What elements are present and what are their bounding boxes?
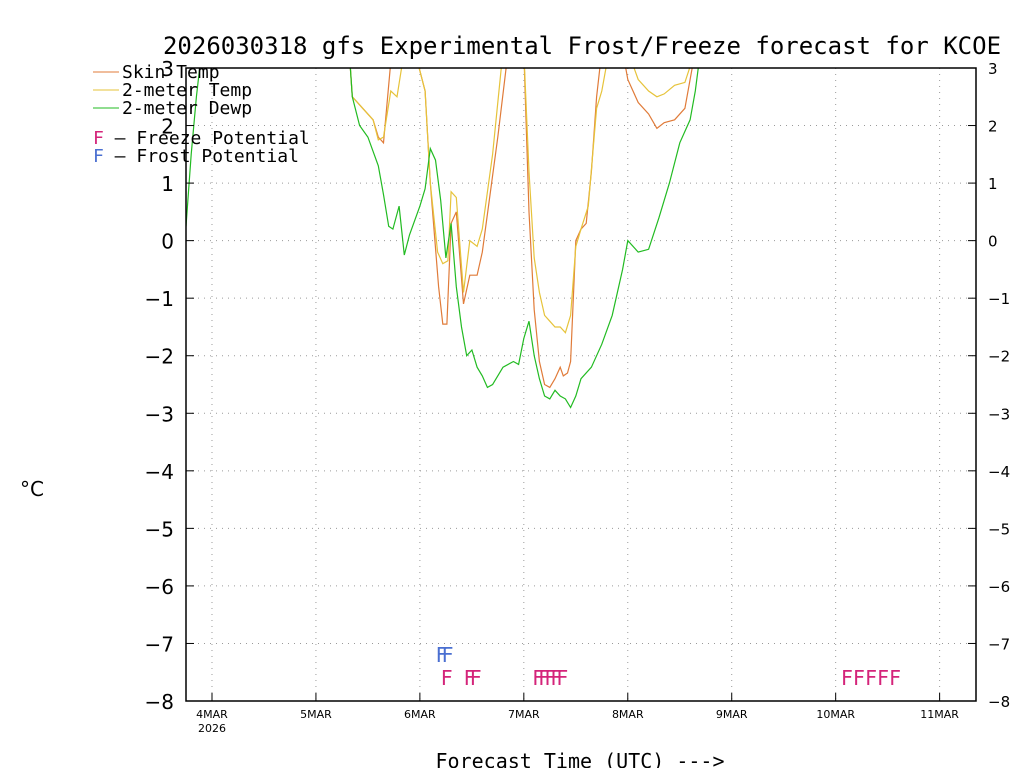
y-tick-label-right: 0 xyxy=(988,233,998,251)
potential-marks: FFF FF FFFFF FFFFF xyxy=(435,643,901,690)
y-tick-label-right: −6 xyxy=(988,578,1010,596)
y-tick-label-right: 3 xyxy=(988,60,998,78)
series-line-2-meter-dewp xyxy=(186,68,699,409)
x-tick-label: 4MAR xyxy=(196,708,228,721)
y-tick-label-left: −7 xyxy=(145,632,174,656)
y-tick-label-right: −8 xyxy=(988,693,1010,711)
chart-title: 2026030318 gfs Experimental Frost/Freeze… xyxy=(163,32,1001,60)
x-tick-sublabel: 2026 xyxy=(198,722,226,735)
plot-frame xyxy=(185,67,977,702)
frost-potential-marks: FF xyxy=(435,643,452,667)
y-tick-label-left: 2 xyxy=(161,115,174,139)
axes: −8 −8 −7 −7 −6 −6 −5 −5 −4 −4 −3 −3 −2 −2 −1 −1 0 0 1 1 2 2 3 3… xyxy=(145,57,1011,735)
y-tick-label-left: −2 xyxy=(145,345,174,369)
freeze-potential-marks: FFFFF xyxy=(841,666,901,690)
potential-legend-entry: F – Freeze Potential xyxy=(93,128,310,149)
potential-legend-text: – Freeze Potential xyxy=(104,128,310,149)
y-tick-label-left: −1 xyxy=(145,287,174,311)
y-tick-label-right: −2 xyxy=(988,348,1010,366)
y-tick-label-left: −5 xyxy=(145,517,174,541)
y-tick-label-left: −6 xyxy=(145,575,174,599)
potential-legend-text: – Frost Potential xyxy=(104,146,299,167)
y-tick-label-left: −8 xyxy=(145,690,174,714)
legend-label: 2-meter Dewp xyxy=(122,98,252,119)
x-tick-label: 11MAR xyxy=(920,708,959,721)
y-tick-label-right: −1 xyxy=(988,290,1010,308)
x-tick-label: 6MAR xyxy=(404,708,436,721)
legend-label: Skin Temp xyxy=(122,62,220,83)
potential-legend-entry: F – Frost Potential xyxy=(93,146,299,167)
y-tick-label-right: −3 xyxy=(988,405,1010,423)
y-tick-label-left: 0 xyxy=(161,230,174,254)
freeze-potential-marks: F xyxy=(441,666,452,690)
series-line-skin-temp xyxy=(349,68,693,389)
y-tick-label-right: −4 xyxy=(988,463,1010,481)
grid xyxy=(186,67,976,702)
y-axis-label: °C xyxy=(20,477,44,501)
freeze-potential-marks: FFFFF xyxy=(532,666,567,690)
x-tick-label: 5MAR xyxy=(300,708,332,721)
x-axis-label: Forecast Time (UTC) ---> xyxy=(436,749,725,768)
legend-label: 2-meter Temp xyxy=(122,80,252,101)
potential-legend-letter: F xyxy=(93,146,104,167)
freeze-potential-marks: FF xyxy=(464,666,481,690)
y-tick-label-right: 2 xyxy=(988,118,998,136)
y-tick-label-right: 1 xyxy=(988,175,998,193)
y-tick-label-left: 3 xyxy=(161,57,174,81)
x-tick-label: 8MAR xyxy=(612,708,644,721)
y-tick-label-right: −7 xyxy=(988,635,1010,653)
x-tick-label: 7MAR xyxy=(508,708,540,721)
series-group xyxy=(186,68,699,409)
y-tick-label-left: 1 xyxy=(161,172,174,196)
potential-legend-letter: F xyxy=(93,128,104,149)
y-tick-label-right: −5 xyxy=(988,520,1010,538)
x-tick-label: 10MAR xyxy=(816,708,855,721)
series-line-2-meter-temp xyxy=(349,68,691,334)
y-tick-label-left: −4 xyxy=(145,460,174,484)
y-tick-label-left: −3 xyxy=(145,402,174,426)
x-tick-label: 9MAR xyxy=(716,708,748,721)
